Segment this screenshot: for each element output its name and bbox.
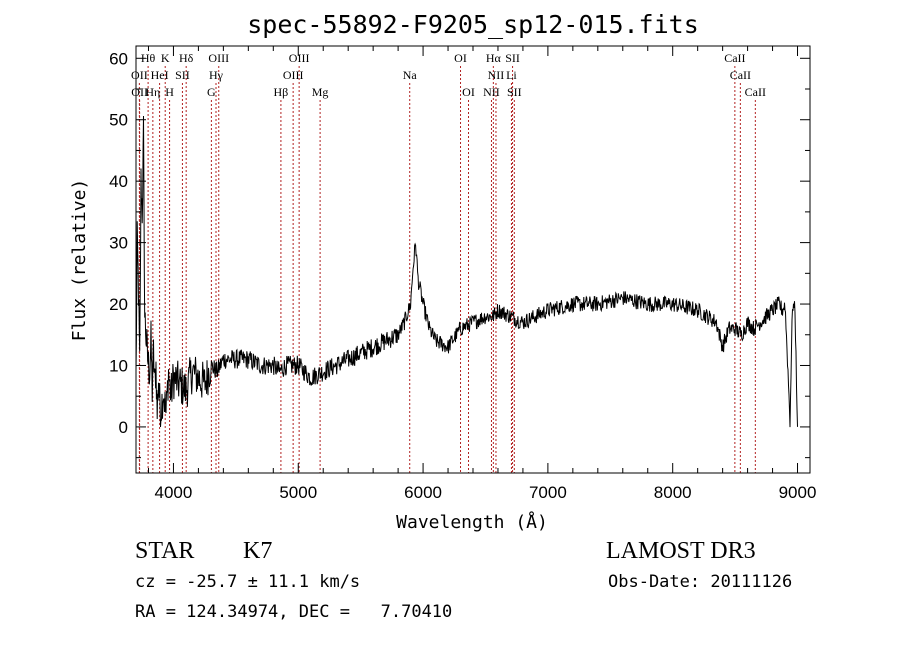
y-axis-label: Flux (relative): [69, 179, 90, 342]
line-label: OI: [462, 85, 475, 99]
survey-name: LAMOST DR3: [606, 538, 756, 564]
object-class: STAR: [135, 538, 195, 564]
line-label: Hδ: [179, 51, 194, 65]
object-subclass: K7: [243, 538, 273, 564]
x-tick-label: 8000: [654, 483, 692, 502]
plot-frame: [135, 45, 811, 474]
y-tick-label: 60: [109, 49, 128, 68]
y-tick-label: 50: [109, 111, 128, 130]
line-label: Li: [506, 68, 517, 82]
line-label: NII: [488, 68, 505, 82]
line-label: CaII: [730, 68, 751, 82]
line-label: HeI: [151, 68, 169, 82]
x-tick-label: 9000: [779, 483, 817, 502]
line-label: OII: [131, 85, 148, 99]
line-label: Hγ: [209, 68, 224, 82]
line-label: Hα: [486, 51, 502, 65]
line-label: Hβ: [274, 85, 289, 99]
line-label: H: [165, 85, 174, 99]
line-label: K: [161, 51, 170, 65]
chart-title: spec-55892-F9205_sp12-015.fits: [247, 10, 699, 39]
sky-coordinates: RA = 124.34974, DEC = 7.70410: [135, 602, 453, 622]
x-axis-label: Wavelength (Å): [396, 511, 548, 533]
line-label: Na: [403, 68, 418, 82]
line-label: CaII: [724, 51, 745, 65]
line-label: NII: [483, 85, 500, 99]
line-label: OII: [131, 68, 148, 82]
y-tick-label: 40: [109, 172, 128, 191]
x-tick-label: 6000: [404, 483, 442, 502]
x-tick-label: 4000: [155, 483, 193, 502]
line-label: Hθ: [141, 51, 156, 65]
line-label: OIII: [208, 51, 229, 65]
line-label: Hη: [145, 85, 160, 99]
line-label: OIII: [289, 51, 310, 65]
y-tick-label: 0: [119, 418, 128, 437]
line-label: CaII: [745, 85, 766, 99]
x-axis: 4000 5000 6000 7000 8000 9000: [147, 46, 817, 502]
line-label: G: [207, 85, 216, 99]
line-label: OI: [454, 51, 467, 65]
y-axis: 0 10 20 30 40 50 60: [109, 49, 810, 459]
x-tick-label: 5000: [279, 483, 317, 502]
y-tick-label: 30: [109, 234, 128, 253]
y-tick-label: 10: [109, 356, 128, 375]
line-label: SII: [505, 51, 520, 65]
emission-line-markers: [138, 66, 756, 473]
y-tick-label: 20: [109, 295, 128, 314]
line-label: SII: [175, 68, 190, 82]
line-label: SII: [507, 85, 522, 99]
redshift-cz: cz = -25.7 ± 11.1 km/s: [135, 572, 361, 592]
observation-date: Obs-Date: 20111126: [608, 572, 793, 592]
x-tick-label: 7000: [529, 483, 567, 502]
line-label: Mg: [312, 85, 329, 99]
line-label: OIII: [283, 68, 304, 82]
spectrum-series-line: [135, 115, 798, 428]
